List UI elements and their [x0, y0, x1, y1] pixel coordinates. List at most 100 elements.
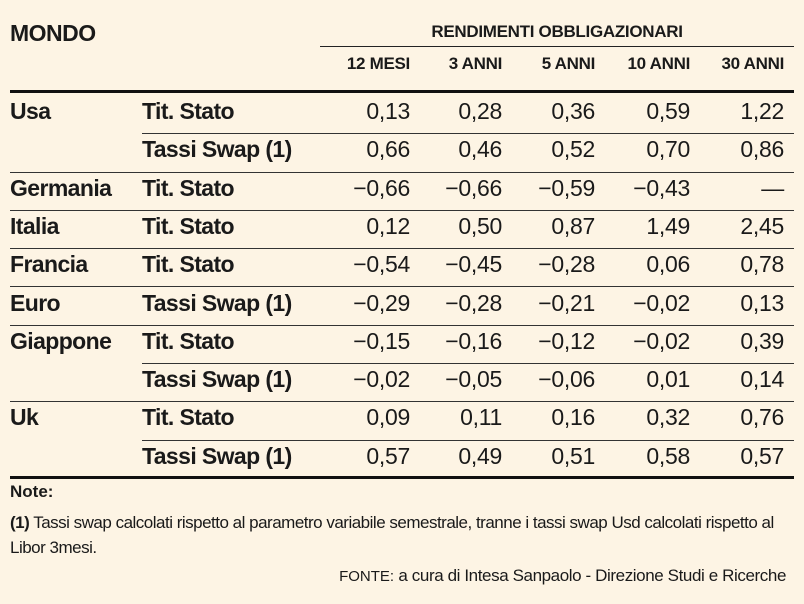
row-value: 0,11 [460, 404, 502, 431]
row-value: 0,28 [458, 98, 502, 124]
footer-rule [10, 476, 794, 479]
row-value: 0,13 [740, 289, 784, 316]
column-header-5-anni: 5 ANNI [541, 54, 596, 73]
column-header-30-anni: 30 ANNI [721, 54, 785, 73]
row-value: 1,49 [646, 212, 690, 239]
table-row: Uk Tit. Stato 0,09 0,11 0,16 0,32 0,76 [0, 402, 804, 441]
table-row: Tassi Swap (1) 0,57 0,49 0,51 0,58 0,57 [0, 441, 804, 479]
row-value: 0,59 [646, 98, 690, 124]
note-text: (1) Tassi swap calcolati rispetto al par… [10, 510, 794, 560]
source-text: a cura di Intesa Sanpaolo - Direzione St… [398, 566, 786, 585]
column-headers: 12 MESI 3 ANNI 5 ANNI 10 ANNI 30 ANNI [0, 52, 804, 84]
note-body: Tassi swap calcolati rispetto al paramet… [10, 513, 774, 557]
row-value: 0,12 [366, 212, 410, 239]
row-value: −0,05 [445, 366, 502, 393]
row-separator [10, 324, 794, 326]
row-value: 0,51 [551, 442, 595, 469]
row-value: −0,45 [445, 251, 502, 278]
table-row: Francia Tit. Stato −0,54 −0,45 −0,28 0,06 0,78 [0, 249, 804, 288]
note-marker: (1) [10, 513, 30, 532]
row-value: 0,49 [458, 442, 502, 469]
table-row: Tassi Swap (1) −0,02 −0,05 −0,06 0,01 0,14 [0, 364, 804, 403]
group-header: RENDIMENTI OBBLIGAZIONARI [431, 22, 683, 41]
row-country: Italia [10, 212, 59, 239]
row-separator [10, 401, 794, 403]
row-value: 0,16 [551, 404, 595, 431]
row-value: 0,32 [646, 404, 690, 431]
row-value: 0,46 [458, 136, 502, 163]
row-value: 0,57 [366, 442, 410, 469]
row-value: −0,21 [538, 289, 595, 316]
column-header-10-anni: 10 ANNI [627, 54, 691, 73]
row-value: −0,29 [353, 289, 410, 316]
table-row: Euro Tassi Swap (1) −0,29 −0,28 −0,21 −0,02 0,… [0, 288, 804, 326]
row-value: 0,06 [646, 251, 690, 278]
column-header-3-anni: 3 ANNI [448, 54, 503, 73]
row-value: −0,02 [633, 327, 690, 354]
row-instrument: Tit. Stato [142, 212, 235, 239]
row-country: Germania [10, 174, 112, 201]
source-credit: FONTE: a cura di Intesa Sanpaolo - Direz… [339, 566, 786, 586]
row-value: 0,86 [740, 136, 784, 163]
row-value: −0,66 [353, 174, 410, 201]
table-row: Germania Tit. Stato −0,66 −0,66 −0,59 −0,43 — [0, 173, 804, 211]
table-row: Usa Tit. Stato 0,13 0,28 0,36 0,59 1,22 [0, 96, 804, 135]
column-header-12-mesi: 12 MESI [346, 54, 410, 73]
table-title: MONDO [10, 20, 96, 46]
row-value: — [761, 174, 784, 201]
row-value: 0,58 [646, 442, 690, 469]
row-instrument: Tit. Stato [142, 327, 235, 354]
row-country: Francia [10, 251, 88, 278]
row-value: 0,66 [366, 136, 410, 163]
row-value: −0,06 [538, 366, 595, 393]
source-label: FONTE: [339, 568, 395, 585]
row-value: −0,66 [445, 174, 502, 201]
row-value: 0,13 [366, 98, 410, 124]
row-value: −0,02 [633, 289, 690, 316]
header-rule [10, 90, 794, 93]
row-value: −0,54 [353, 251, 410, 278]
row-value: 0,76 [740, 404, 784, 431]
row-value: −0,02 [353, 366, 410, 393]
group-header-underline [320, 46, 794, 47]
row-instrument: Tit. Stato [142, 404, 235, 431]
row-value: −0,15 [353, 327, 410, 354]
row-value: 0,87 [551, 212, 595, 239]
row-value: −0,28 [445, 289, 502, 316]
row-value: 0,14 [740, 366, 784, 393]
row-value: −0,12 [538, 327, 595, 354]
row-instrument: Tassi Swap (1) [142, 366, 292, 393]
row-instrument: Tit. Stato [142, 174, 235, 201]
row-separator [10, 248, 794, 250]
row-value: −0,59 [538, 174, 595, 201]
row-country: Giappone [10, 327, 112, 354]
row-separator [10, 209, 794, 211]
table-row: Italia Tit. Stato 0,12 0,50 0,87 1,49 2,45 [0, 211, 804, 250]
row-country: Euro [10, 289, 61, 316]
row-value: 0,57 [740, 442, 784, 469]
row-value: −0,28 [538, 251, 595, 278]
row-value: −0,16 [445, 327, 502, 354]
row-value: 0,78 [740, 251, 784, 278]
row-value: 0,01 [646, 366, 690, 393]
row-value: 0,70 [646, 136, 690, 163]
row-separator [142, 363, 794, 365]
row-instrument: Tit. Stato [142, 98, 235, 124]
row-value: −0,43 [633, 174, 690, 201]
row-value: 1,22 [740, 98, 784, 124]
row-country: Usa [10, 98, 51, 124]
row-separator [10, 171, 794, 173]
row-value: 0,09 [366, 404, 410, 431]
row-instrument: Tit. Stato [142, 251, 235, 278]
row-value: 0,39 [740, 327, 784, 354]
row-instrument: Tassi Swap (1) [142, 289, 292, 316]
notes-title: Note: [10, 482, 54, 501]
row-separator [10, 286, 794, 288]
row-value: 0,52 [551, 136, 595, 163]
row-country: Uk [10, 404, 39, 431]
row-value: 2,45 [740, 212, 784, 239]
table-row: Tassi Swap (1) 0,66 0,46 0,52 0,70 0,86 [0, 134, 804, 173]
row-value: 0,50 [458, 212, 502, 239]
row-separator [142, 439, 794, 441]
row-value: 0,36 [551, 98, 595, 124]
